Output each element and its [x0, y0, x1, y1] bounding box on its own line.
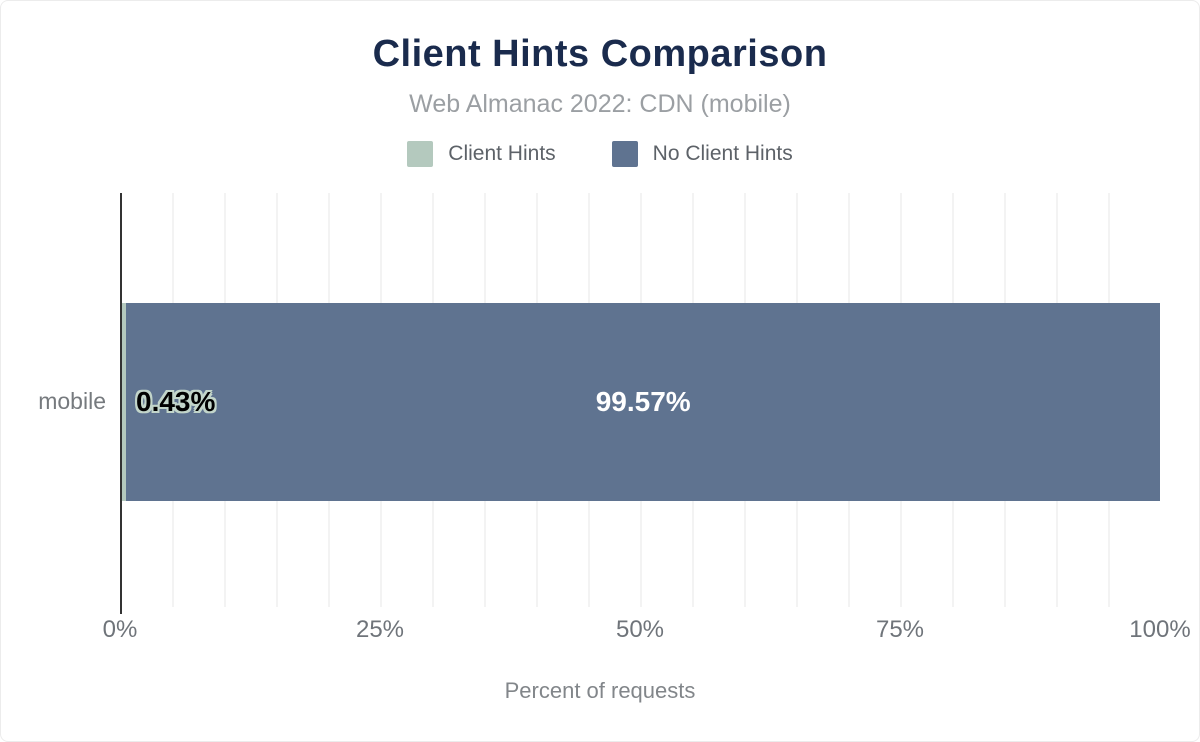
chart-title: Client Hints Comparison	[372, 33, 828, 75]
x-tick-label-75: 75%	[875, 616, 925, 643]
legend-label-no-client-hints: No Client Hints	[652, 142, 793, 165]
bar-value-label-no-client-hints: 99.57%	[595, 386, 691, 417]
legend-swatch-client-hints	[407, 141, 434, 167]
legend-label-client-hints: Client Hints	[448, 142, 556, 165]
bar-segment-no-client-hints[interactable]	[126, 303, 1160, 501]
x-tick-label-50: 50%	[615, 616, 665, 643]
legend-item-client-hints[interactable]: Client Hints	[407, 141, 556, 167]
x-axis-title: Percent of requests	[504, 678, 696, 703]
bar-segment-client-hints[interactable]	[122, 303, 127, 501]
x-tick-label-100: 100%	[1129, 616, 1191, 643]
stacked-bar: 0.43% 99.57%	[122, 303, 1160, 501]
legend: Client Hints No Client Hints	[0, 141, 1200, 167]
chart-subtitle: Web Almanac 2022: CDN (mobile)	[409, 90, 791, 118]
plot-area: 0.43% 99.57%	[120, 193, 1160, 614]
bar-value-label-client-hints: 0.43%	[136, 386, 216, 417]
x-axis-ticks: 0% 25% 50% 75% 100%	[103, 616, 1191, 646]
x-tick-label-25: 25%	[355, 616, 405, 643]
legend-item-no-client-hints[interactable]: No Client Hints	[611, 141, 793, 167]
category-label-mobile: mobile	[38, 388, 106, 414]
legend-swatch-no-client-hints	[611, 141, 638, 167]
x-tick-label-0: 0%	[102, 616, 138, 643]
y-axis-line	[120, 193, 122, 614]
